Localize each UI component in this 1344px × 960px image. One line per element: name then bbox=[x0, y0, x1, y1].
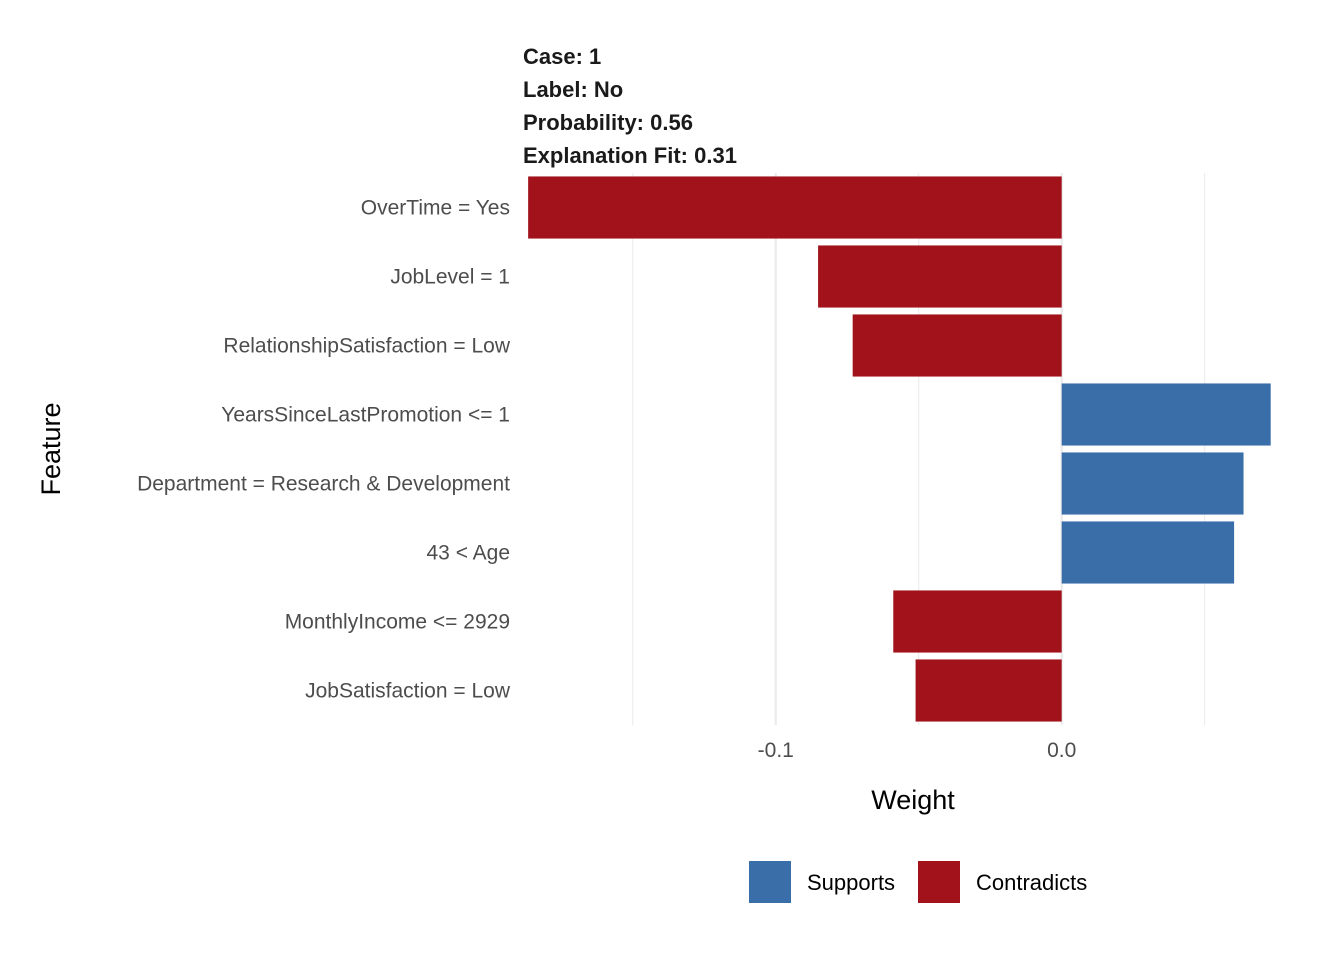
x-tick-label: -0.1 bbox=[758, 739, 794, 762]
bar-department-research-development bbox=[1061, 452, 1244, 515]
chart-title: Case: 1 Label: No Probability: 0.56 Expl… bbox=[523, 44, 737, 168]
legend: Supports Contradicts bbox=[749, 861, 1087, 903]
y-tick-label-department-research-development: Department = Research & Development bbox=[137, 473, 510, 496]
bar-43-age bbox=[1061, 521, 1235, 584]
bars bbox=[528, 176, 1271, 722]
y-tick-label-overtime-yes: OverTime = Yes bbox=[361, 197, 510, 220]
y-axis-title: Feature bbox=[36, 402, 66, 495]
bar-jobsatisfaction-low bbox=[915, 659, 1062, 722]
bar-joblevel-1 bbox=[818, 245, 1062, 308]
y-tick-label-yearssincelastpromotion-1: YearsSinceLastPromotion <= 1 bbox=[221, 404, 510, 427]
y-axis-tick-labels: OverTime = Yes JobLevel = 1 RelationshipSa… bbox=[137, 197, 511, 703]
y-tick-label-joblevel-1: JobLevel = 1 bbox=[390, 266, 510, 289]
bar-overtime-yes bbox=[528, 176, 1062, 239]
title-line-explanation-fit: Explanation Fit: 0.31 bbox=[523, 143, 737, 168]
legend-swatch-supports bbox=[749, 861, 791, 903]
bar-yearssincelastpromotion-1 bbox=[1061, 383, 1271, 446]
legend-swatch-contradicts bbox=[918, 861, 960, 903]
x-tick-label: 0.0 bbox=[1047, 739, 1076, 762]
bar-monthlyincome-2929 bbox=[893, 590, 1062, 653]
title-line-label: Label: No bbox=[523, 77, 623, 102]
y-tick-label-jobsatisfaction-low: JobSatisfaction = Low bbox=[305, 680, 511, 703]
y-tick-label-monthlyincome-2929: MonthlyIncome <= 2929 bbox=[285, 611, 510, 634]
bar-relationshipsatisfaction-low bbox=[852, 314, 1062, 377]
title-line-probability: Probability: 0.56 bbox=[523, 110, 693, 135]
y-tick-label-43-age: 43 < Age bbox=[427, 542, 511, 565]
legend-label-supports: Supports bbox=[807, 870, 895, 895]
legend-label-contradicts: Contradicts bbox=[976, 870, 1087, 895]
y-tick-label-relationshipsatisfaction-low: RelationshipSatisfaction = Low bbox=[223, 335, 510, 358]
x-axis-title: Weight bbox=[871, 785, 955, 815]
x-axis-tick-labels: -0.1 0.0 bbox=[758, 739, 1077, 762]
title-line-case: Case: 1 bbox=[523, 44, 601, 69]
